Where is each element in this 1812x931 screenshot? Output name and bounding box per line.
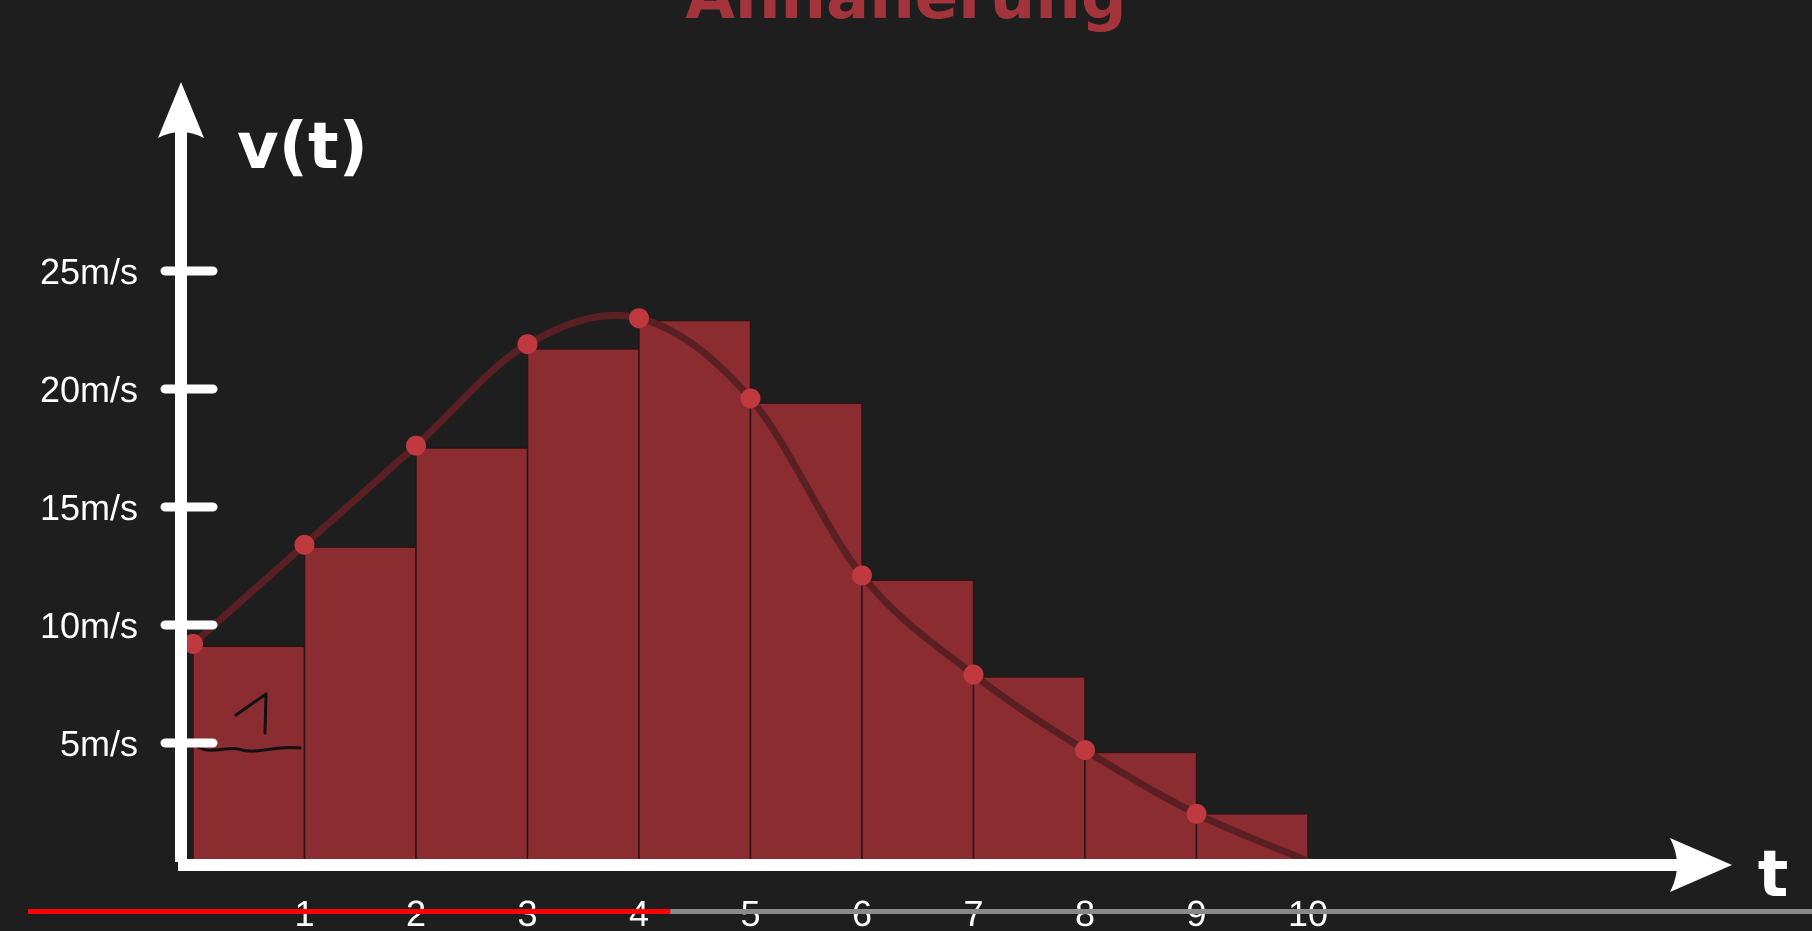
page-title: Annäherung [685,0,1126,34]
data-point-6 [852,565,872,586]
points-layer [183,308,1207,824]
data-point-9 [1186,803,1207,824]
progress-played[interactable] [28,909,671,914]
y-axis-arrow-icon [158,82,204,138]
y-tick-label: 20m/s [40,369,138,410]
data-point-8 [1075,740,1095,761]
x-axis-arrow-icon [1670,838,1732,892]
y-axis-title: v(t) [237,110,368,184]
video-progress-bar[interactable] [28,909,1812,914]
y-tick-label: 5m/s [60,723,138,764]
y-tick-label: 15m/s [40,487,138,528]
y-tick-label: 10m/s [40,605,138,646]
data-point-7 [963,664,984,685]
bar-8 [972,676,1086,862]
y-axis: v(t) [158,82,368,862]
bar-5 [638,319,752,862]
data-point-3 [517,334,538,355]
bar-3 [415,447,529,862]
progress-track[interactable] [28,909,1812,914]
x-axis: t [178,838,1788,912]
data-point-0 [183,633,203,654]
bar-1 [192,645,306,862]
data-point-4 [629,308,649,329]
data-point-2 [406,435,426,456]
bar-6 [749,402,863,862]
bar-7 [861,579,975,862]
handwritten-annotation [196,692,302,753]
y-ticks: 5m/s 10m/s 15m/s 20m/s 25m/s [40,251,218,764]
data-point-5 [740,388,761,409]
y-tick-label: 25m/s [40,251,138,292]
bar-4 [526,348,640,862]
data-point-1 [294,534,315,555]
bar-2 [303,546,417,862]
x-axis-title: t [1758,838,1789,912]
